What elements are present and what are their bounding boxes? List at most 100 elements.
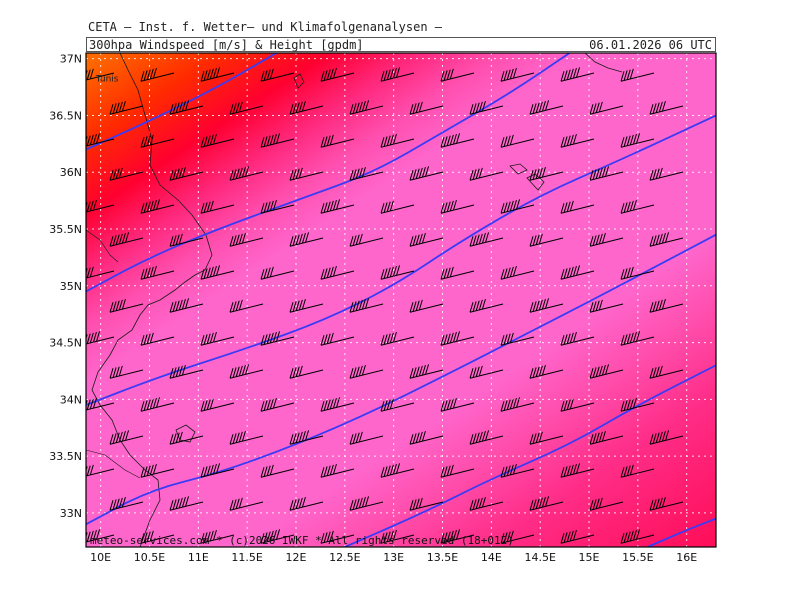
wind-barb <box>589 166 624 181</box>
wind-barb <box>409 497 444 511</box>
wind-barb <box>260 68 295 82</box>
wind-barb <box>440 464 475 478</box>
wind-barb <box>260 133 295 148</box>
wind-barb <box>320 265 355 280</box>
lat-tick-label: 35N <box>60 280 82 293</box>
wind-barb <box>349 166 384 181</box>
wind-barb <box>289 298 324 313</box>
wind-barb <box>349 496 384 511</box>
wind-barb <box>589 232 624 247</box>
lon-tick-label: 11.5E <box>231 551 262 564</box>
wind-barb <box>169 166 204 181</box>
wind-barb <box>529 166 564 181</box>
wind-barb <box>229 497 264 511</box>
wind-barb <box>409 364 444 379</box>
wind-barb <box>109 430 144 445</box>
height-contour-line <box>86 233 716 526</box>
wind-barb <box>200 265 235 280</box>
wind-barb <box>109 365 144 379</box>
wind-barb <box>86 397 115 411</box>
wind-barb <box>200 463 235 478</box>
wind-barb <box>380 529 415 544</box>
wind-barb <box>409 430 444 445</box>
wind-barb <box>349 298 384 313</box>
wind-barb <box>589 497 624 511</box>
wind-barb <box>349 431 384 445</box>
wind-barb <box>649 167 684 181</box>
wind-barb <box>589 364 624 379</box>
wind-barb <box>380 463 415 478</box>
lat-tick-label: 34N <box>60 393 82 406</box>
wind-barb <box>140 332 175 346</box>
lon-tick-label: 16E <box>676 551 697 564</box>
wind-barb <box>380 67 415 82</box>
wind-barb <box>500 332 535 346</box>
wind-barb <box>500 397 535 412</box>
chart-title: CETA – Inst. f. Wetter– und Klimafolgena… <box>88 20 443 34</box>
wind-barb <box>440 199 475 214</box>
wind-barb <box>500 265 535 280</box>
lon-tick-label: 14.5E <box>524 551 555 564</box>
wind-barb <box>200 133 235 148</box>
wind-barb <box>620 397 655 412</box>
lat-tick-label: 35.5N <box>49 223 82 236</box>
wind-barb <box>649 100 684 115</box>
wind-barb <box>349 100 384 115</box>
lon-tick-label: 15E <box>579 551 600 564</box>
wind-barb <box>620 464 655 478</box>
wind-barb <box>440 133 475 148</box>
wind-barb <box>409 232 444 247</box>
wind-barb <box>320 199 355 214</box>
wind-barb <box>469 232 504 247</box>
wind-barbs <box>86 67 684 544</box>
wind-barb <box>500 134 535 148</box>
height-contour-line <box>344 364 716 547</box>
wind-barb <box>289 232 324 247</box>
wind-barb <box>109 167 144 181</box>
wind-barb <box>200 529 235 544</box>
wind-barb <box>469 100 504 115</box>
wind-barb <box>409 101 444 115</box>
wind-barb <box>320 67 355 82</box>
lon-tick-label: 10E <box>90 551 111 564</box>
wind-barb <box>380 200 415 214</box>
wind-barb <box>229 430 264 445</box>
parameter-bar: 300hpa Windspeed [m/s] & Height [gpdm] 0… <box>86 37 716 52</box>
wind-barb <box>440 68 475 82</box>
parameter-label: 300hpa Windspeed [m/s] & Height [gpdm] <box>89 38 364 52</box>
wind-barb <box>529 100 564 115</box>
wind-barb <box>169 100 204 115</box>
wind-barb <box>320 463 355 478</box>
wind-barb <box>289 365 324 379</box>
place-labels: Tunis <box>95 74 119 84</box>
wind-barb <box>169 364 204 379</box>
valid-datetime: 06.01.2026 06 UTC <box>589 38 712 52</box>
wind-barb <box>500 530 535 544</box>
wind-barb <box>109 100 144 115</box>
wind-barb <box>560 331 595 346</box>
wind-barb <box>500 67 535 82</box>
wind-barb <box>109 232 144 247</box>
wind-barb <box>260 397 295 412</box>
map-area: Tunis meteo-services.com * (c)2026 IWKF … <box>86 53 716 547</box>
place-label: Tunis <box>95 74 119 84</box>
lat-tick-label: 33N <box>60 507 82 520</box>
wind-barb <box>440 331 475 346</box>
wind-barb <box>560 398 595 412</box>
lon-tick-label: 11E <box>188 551 209 564</box>
wind-barb <box>140 67 175 82</box>
height-contour-line <box>86 53 277 151</box>
wind-barb <box>469 496 504 511</box>
footer-credit: meteo-services.com * (c)2026 IWKF * All … <box>90 534 514 547</box>
wind-barb <box>560 67 595 82</box>
wind-barb <box>289 496 324 511</box>
wind-barb <box>289 100 324 115</box>
wind-barb <box>589 299 624 313</box>
wind-barb <box>140 397 175 412</box>
windspeed-field <box>86 53 716 547</box>
wind-barb <box>620 331 655 346</box>
wind-barb <box>560 529 595 544</box>
height-contour-line <box>86 114 716 406</box>
wind-barb <box>229 101 264 115</box>
lon-tick-label: 14E <box>481 551 502 564</box>
